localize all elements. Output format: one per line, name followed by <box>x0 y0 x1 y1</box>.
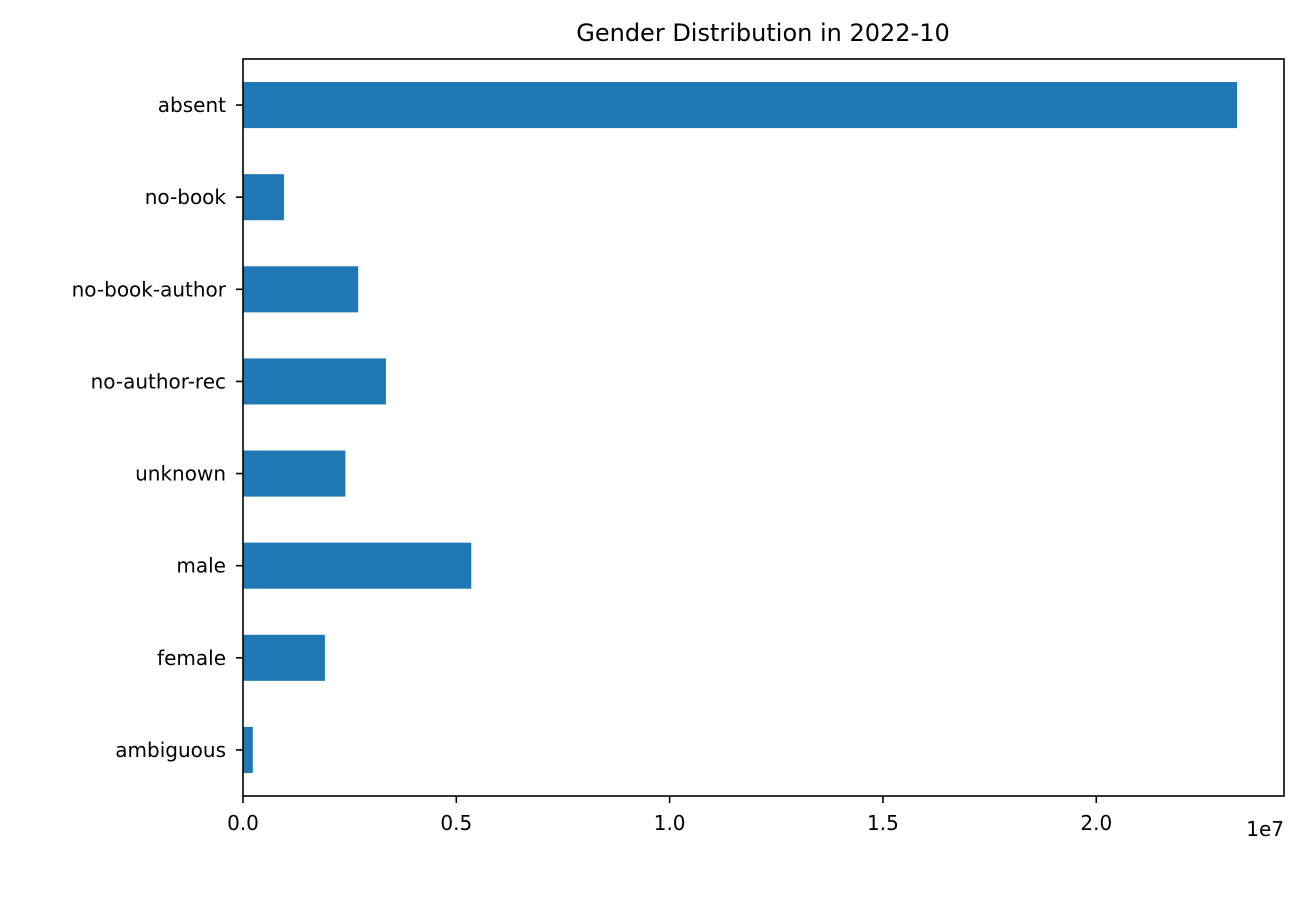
y-tick-label: absent <box>158 93 226 117</box>
y-axis-ticks: absent no-book no-book-author no-author-rec… <box>72 93 243 762</box>
bar-no-book <box>243 174 284 221</box>
bar-absent <box>243 82 1238 129</box>
y-tick-label: ambiguous <box>115 738 226 762</box>
x-axis-offset-label: 1e7 <box>1246 817 1284 841</box>
bars-group <box>243 82 1238 773</box>
x-axis-ticks: 0.0 0.5 1.0 1.5 2.0 <box>227 796 1112 835</box>
x-tick-label: 2.0 <box>1080 811 1112 835</box>
x-tick-label: 1.5 <box>867 811 899 835</box>
y-tick-label: no-book <box>145 185 227 209</box>
x-tick-label: 1.0 <box>654 811 686 835</box>
bar-female <box>243 634 325 681</box>
bar-no-author-rec <box>243 358 386 405</box>
bar-unknown <box>243 450 346 497</box>
y-tick-label: male <box>176 554 226 578</box>
y-tick-label: no-book-author <box>72 277 227 301</box>
bar-male <box>243 542 472 589</box>
bar-no-book-author <box>243 266 359 313</box>
y-tick-label: female <box>157 646 226 670</box>
y-tick-label: no-author-rec <box>91 369 226 393</box>
x-tick-label: 0.5 <box>440 811 472 835</box>
y-tick-label: unknown <box>135 462 226 486</box>
x-tick-label: 0.0 <box>227 811 259 835</box>
chart-title: Gender Distribution in 2022-10 <box>576 19 950 47</box>
bar-ambiguous <box>243 726 253 773</box>
plot-frame <box>242 58 1285 797</box>
